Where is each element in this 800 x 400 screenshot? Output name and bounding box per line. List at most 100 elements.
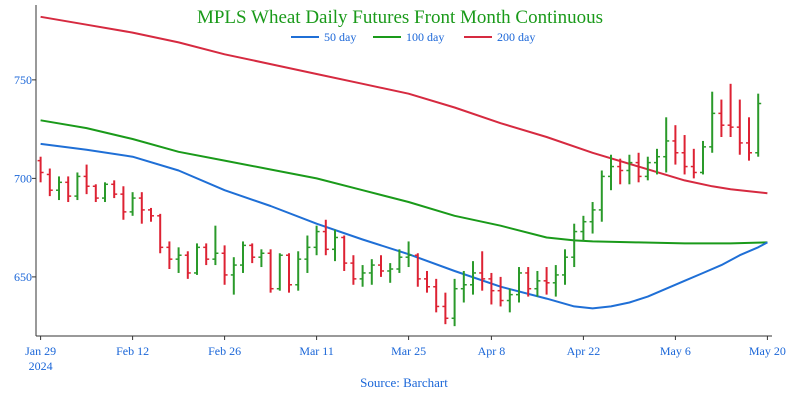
legend-label-ma100: 100 day: [406, 30, 444, 44]
ohlc-bar: [65, 176, 72, 203]
ohlc-bar: [378, 255, 384, 277]
ohlc-bar: [184, 251, 191, 279]
ohlc-bar: [433, 278, 440, 313]
ohlc-bar: [460, 270, 467, 303]
source-label: Source: Barchart: [360, 375, 448, 390]
ohlc-bar: [451, 278, 458, 327]
ohlc-bar: [690, 148, 697, 179]
ohlc-bar: [74, 172, 81, 201]
ohlc-bar: [368, 259, 375, 285]
ohlc-bar: [534, 270, 541, 297]
ohlc-bar: [626, 154, 633, 185]
x-tick-label: Mar 25: [391, 344, 426, 358]
ohlc-bar: [102, 182, 108, 203]
x-tick-label: Feb 26: [208, 344, 241, 358]
ohlc-bar: [359, 265, 366, 287]
ohlc-bar: [700, 140, 706, 175]
ohlc-bar: [111, 180, 118, 199]
ohlc-bar: [332, 229, 338, 262]
x-tick-label: May 6: [660, 344, 691, 358]
ma100-line: [40, 119, 768, 245]
ohlc-bar: [258, 249, 265, 268]
ohlc-bar: [387, 263, 394, 283]
ohlc-bar: [608, 154, 614, 191]
ohlc-bar: [617, 158, 624, 185]
ohlc-bar: [276, 253, 283, 291]
ohlc-bar: [46, 168, 53, 197]
ohlc-bar: [736, 99, 743, 155]
ohlc-bar: [350, 255, 357, 285]
ohlc-bar: [571, 223, 578, 268]
ohlc-bar: [129, 192, 136, 216]
ma50-line: [40, 142, 768, 310]
ohlc-bar: [516, 267, 522, 303]
y-tick-label: 650: [14, 270, 32, 284]
ohlc-bar: [589, 202, 596, 234]
x-tick-sublabel: 2024: [29, 359, 53, 373]
ohlc-bar: [727, 83, 734, 138]
ohlc-bar: [230, 257, 237, 295]
ohlc-bar: [37, 156, 44, 183]
ohlc-bar: [681, 135, 688, 175]
y-tick-label: 750: [14, 73, 32, 87]
x-tick-label: May 20: [749, 344, 786, 358]
ohlc-bar: [598, 170, 605, 222]
ohlc-bar: [157, 213, 164, 254]
ohlc-bar: [267, 249, 274, 293]
ohlc-bar: [175, 247, 182, 273]
chart-title: MPLS Wheat Daily Futures Front Month Con…: [197, 7, 603, 28]
ohlc-bar: [746, 117, 752, 161]
ohlc-bar: [304, 235, 311, 273]
ohlc-bar: [479, 251, 486, 291]
ohlc-bar: [322, 219, 329, 256]
ohlc-bar: [552, 265, 559, 297]
ohlc-bars: [37, 83, 762, 327]
ohlc-bar: [286, 253, 292, 293]
x-tick-label: Feb 12: [116, 344, 149, 358]
ohlc-bar: [488, 272, 495, 305]
x-tick-label: Mar 11: [299, 344, 334, 358]
ohlc-bar: [194, 243, 200, 275]
ohlc-bar: [120, 186, 127, 220]
ohlc-bar: [92, 184, 99, 203]
x-tick-label: Apr 22: [567, 344, 601, 358]
ohlc-bar: [644, 156, 651, 181]
ohlc-bar: [405, 241, 412, 268]
legend-label-ma200: 200 day: [497, 30, 535, 44]
ohlc-bar: [341, 235, 348, 271]
ohlc-bar: [83, 164, 90, 195]
moving-average-lines: [40, 15, 768, 310]
ohlc-bar: [240, 241, 246, 273]
ohlc-bar: [506, 288, 513, 313]
ohlc-bar: [424, 270, 430, 293]
ohlc-bar: [249, 243, 256, 264]
ohlc-bar: [203, 243, 210, 266]
ohlc-bar: [313, 225, 320, 256]
ohlc-bar: [718, 99, 725, 138]
ohlc-bar: [56, 176, 62, 201]
ohlc-bar: [396, 249, 403, 273]
ohlc-bar: [663, 117, 670, 173]
legend: 50 day 100 day 200 day: [291, 30, 535, 44]
ohlc-bar: [672, 125, 679, 165]
ohlc-bar: [212, 225, 219, 266]
legend-label-ma50: 50 day: [324, 30, 356, 44]
ohlc-bar: [148, 207, 154, 222]
y-axis-ticks: 650 700 750: [14, 73, 36, 284]
ohlc-bar: [525, 267, 532, 297]
x-tick-label: Apr 8: [478, 344, 506, 358]
ohlc-bar: [295, 251, 302, 291]
ohlc-bar: [166, 241, 173, 270]
ohlc-bar: [580, 215, 587, 242]
ohlc-bar: [543, 267, 550, 295]
ohlc-bar: [709, 91, 716, 153]
ohlc-bar: [221, 245, 228, 285]
y-tick-label: 700: [14, 171, 32, 185]
axes: [35, 5, 772, 337]
ohlc-bar: [497, 276, 504, 307]
ohlc-bar: [635, 152, 642, 183]
ohlc-bar: [470, 261, 476, 295]
